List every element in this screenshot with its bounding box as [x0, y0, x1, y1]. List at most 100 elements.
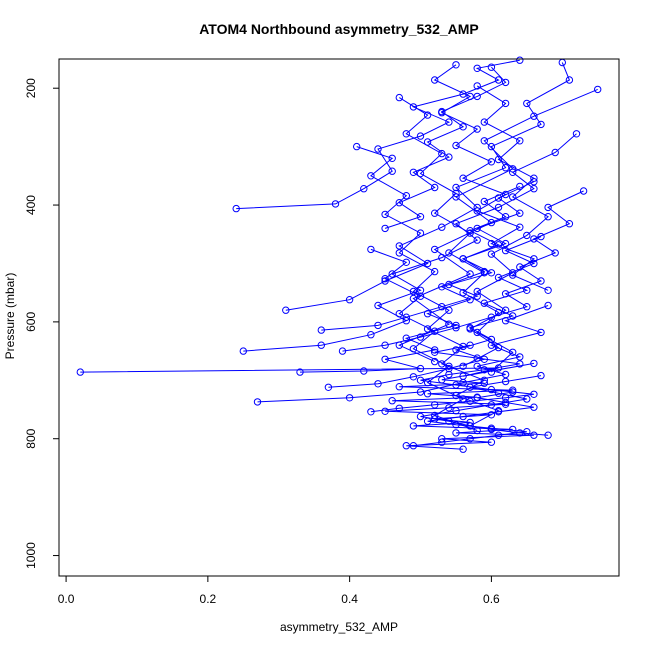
- data-point: [501, 78, 510, 87]
- series-1: [232, 56, 524, 213]
- series-line-18: [420, 375, 549, 436]
- data-point: [431, 183, 439, 192]
- data-point: [395, 242, 403, 250]
- data-point: [523, 428, 531, 436]
- data-point: [395, 404, 403, 412]
- data-point: [494, 241, 503, 249]
- data-point: [409, 168, 418, 177]
- data-point: [487, 269, 496, 277]
- data-point: [431, 401, 439, 409]
- data-point: [409, 442, 418, 450]
- data-point: [473, 328, 481, 337]
- data-point: [367, 245, 375, 254]
- plot-frame: [58, 58, 620, 577]
- y-axis-label: Pressure (mbar): [3, 273, 17, 360]
- data-point: [466, 229, 474, 237]
- data-point: [431, 76, 439, 84]
- data-point: [409, 373, 418, 381]
- data-point: [452, 183, 460, 192]
- data-point: [409, 422, 418, 430]
- data-point: [253, 398, 262, 406]
- data-point: [487, 250, 496, 258]
- series-18: [416, 371, 552, 439]
- data-point: [494, 76, 503, 84]
- data-point: [509, 348, 517, 356]
- x-tick-label: 0.4: [341, 592, 358, 606]
- series-line-13: [413, 391, 534, 447]
- data-point: [494, 194, 503, 202]
- data-point: [395, 310, 403, 318]
- series-line-12: [370, 344, 534, 413]
- data-point: [402, 130, 410, 138]
- data-point: [523, 99, 531, 108]
- y-tick-label: 1000: [24, 542, 38, 569]
- data-point: [523, 303, 531, 311]
- data-point: [381, 224, 389, 233]
- series-line-14: [384, 66, 507, 229]
- series-17: [317, 182, 524, 334]
- data-point: [501, 99, 510, 108]
- y-tick-label: 200: [24, 78, 38, 98]
- data-point: [416, 292, 425, 300]
- data-point: [431, 327, 439, 335]
- data-point: [501, 190, 510, 199]
- data-point: [438, 223, 446, 231]
- data-point: [480, 197, 488, 206]
- data-point: [516, 209, 524, 217]
- data-point: [516, 429, 524, 437]
- data-point: [516, 223, 524, 231]
- data-point: [537, 328, 545, 337]
- data-point: [530, 359, 538, 368]
- data-point: [473, 394, 481, 402]
- data-point: [509, 168, 517, 177]
- data-point: [452, 61, 460, 69]
- data-point: [395, 249, 403, 257]
- data-point: [388, 397, 396, 405]
- data-point: [480, 137, 488, 145]
- data-point: [466, 397, 474, 405]
- data-point: [452, 429, 460, 437]
- data-point: [317, 341, 325, 349]
- data-point: [459, 395, 467, 403]
- data-point: [501, 306, 510, 314]
- data-point: [459, 255, 467, 263]
- data-point: [232, 204, 240, 213]
- data-point: [537, 277, 545, 285]
- axes-layer: 0.0 0.2 0.4 0.6 200 400 600 800 1000: [24, 78, 500, 606]
- data-point: [466, 325, 474, 333]
- data-point: [438, 303, 446, 311]
- data-point: [523, 231, 531, 240]
- data-point: [324, 383, 333, 391]
- data-point: [445, 404, 453, 412]
- series-13: [409, 388, 538, 450]
- series-line-7: [356, 146, 500, 427]
- data-point: [239, 347, 248, 355]
- data-point: [480, 118, 488, 126]
- data-point: [487, 313, 496, 321]
- data-point: [367, 408, 375, 416]
- series-layer: [76, 56, 602, 453]
- series-line-5: [257, 305, 549, 403]
- data-point: [530, 259, 538, 268]
- data-point: [509, 193, 517, 201]
- data-point: [487, 401, 496, 409]
- series-10: [431, 61, 552, 294]
- data-point: [473, 82, 481, 90]
- data-point: [466, 341, 474, 349]
- data-point: [473, 287, 481, 296]
- data-point: [416, 169, 425, 178]
- data-point: [501, 377, 510, 386]
- series-line-1: [236, 59, 520, 210]
- x-tick-label: 0.6: [483, 592, 500, 606]
- data-point: [438, 107, 446, 116]
- data-point: [544, 286, 552, 294]
- data-point: [551, 148, 559, 157]
- series-14: [381, 63, 510, 233]
- series-line-9: [399, 97, 514, 373]
- data-point: [445, 370, 453, 379]
- data-point: [374, 380, 382, 388]
- data-point: [466, 435, 474, 443]
- series-line-2: [398, 88, 598, 363]
- data-point: [509, 269, 517, 277]
- data-point: [416, 213, 425, 221]
